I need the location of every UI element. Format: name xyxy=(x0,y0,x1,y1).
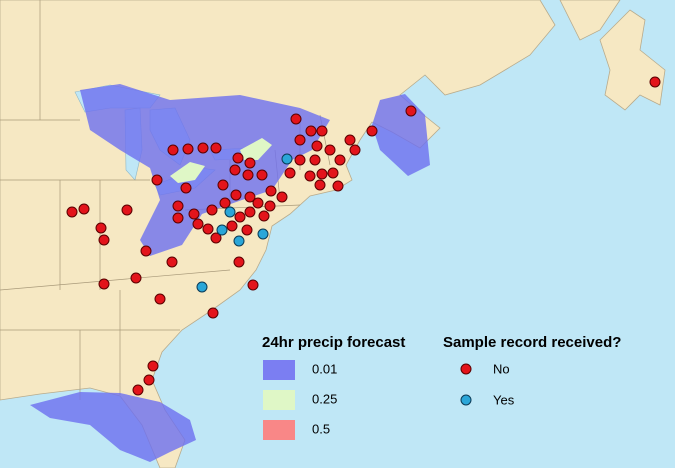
stations-yes xyxy=(196,153,293,293)
legend-symbol xyxy=(460,394,472,406)
canada-north xyxy=(559,0,621,41)
precip-0.01 xyxy=(30,84,430,462)
stations-no xyxy=(66,76,661,396)
legend-label: 0.01 xyxy=(312,361,337,376)
legend-swatch xyxy=(263,420,295,440)
legend-title: 24hr precip forecast xyxy=(262,334,405,351)
legend-symbol xyxy=(460,363,472,375)
legend-swatch xyxy=(263,390,295,410)
legend-swatch xyxy=(263,360,295,380)
legend-label: Yes xyxy=(493,392,515,407)
legend-label: 0.25 xyxy=(312,391,337,406)
precip-0.25 xyxy=(170,138,272,183)
legend-label: No xyxy=(493,361,510,376)
legend-label: 0.5 xyxy=(312,421,330,436)
newfoundland xyxy=(599,9,666,111)
legend-title: Sample record received? xyxy=(443,334,621,351)
